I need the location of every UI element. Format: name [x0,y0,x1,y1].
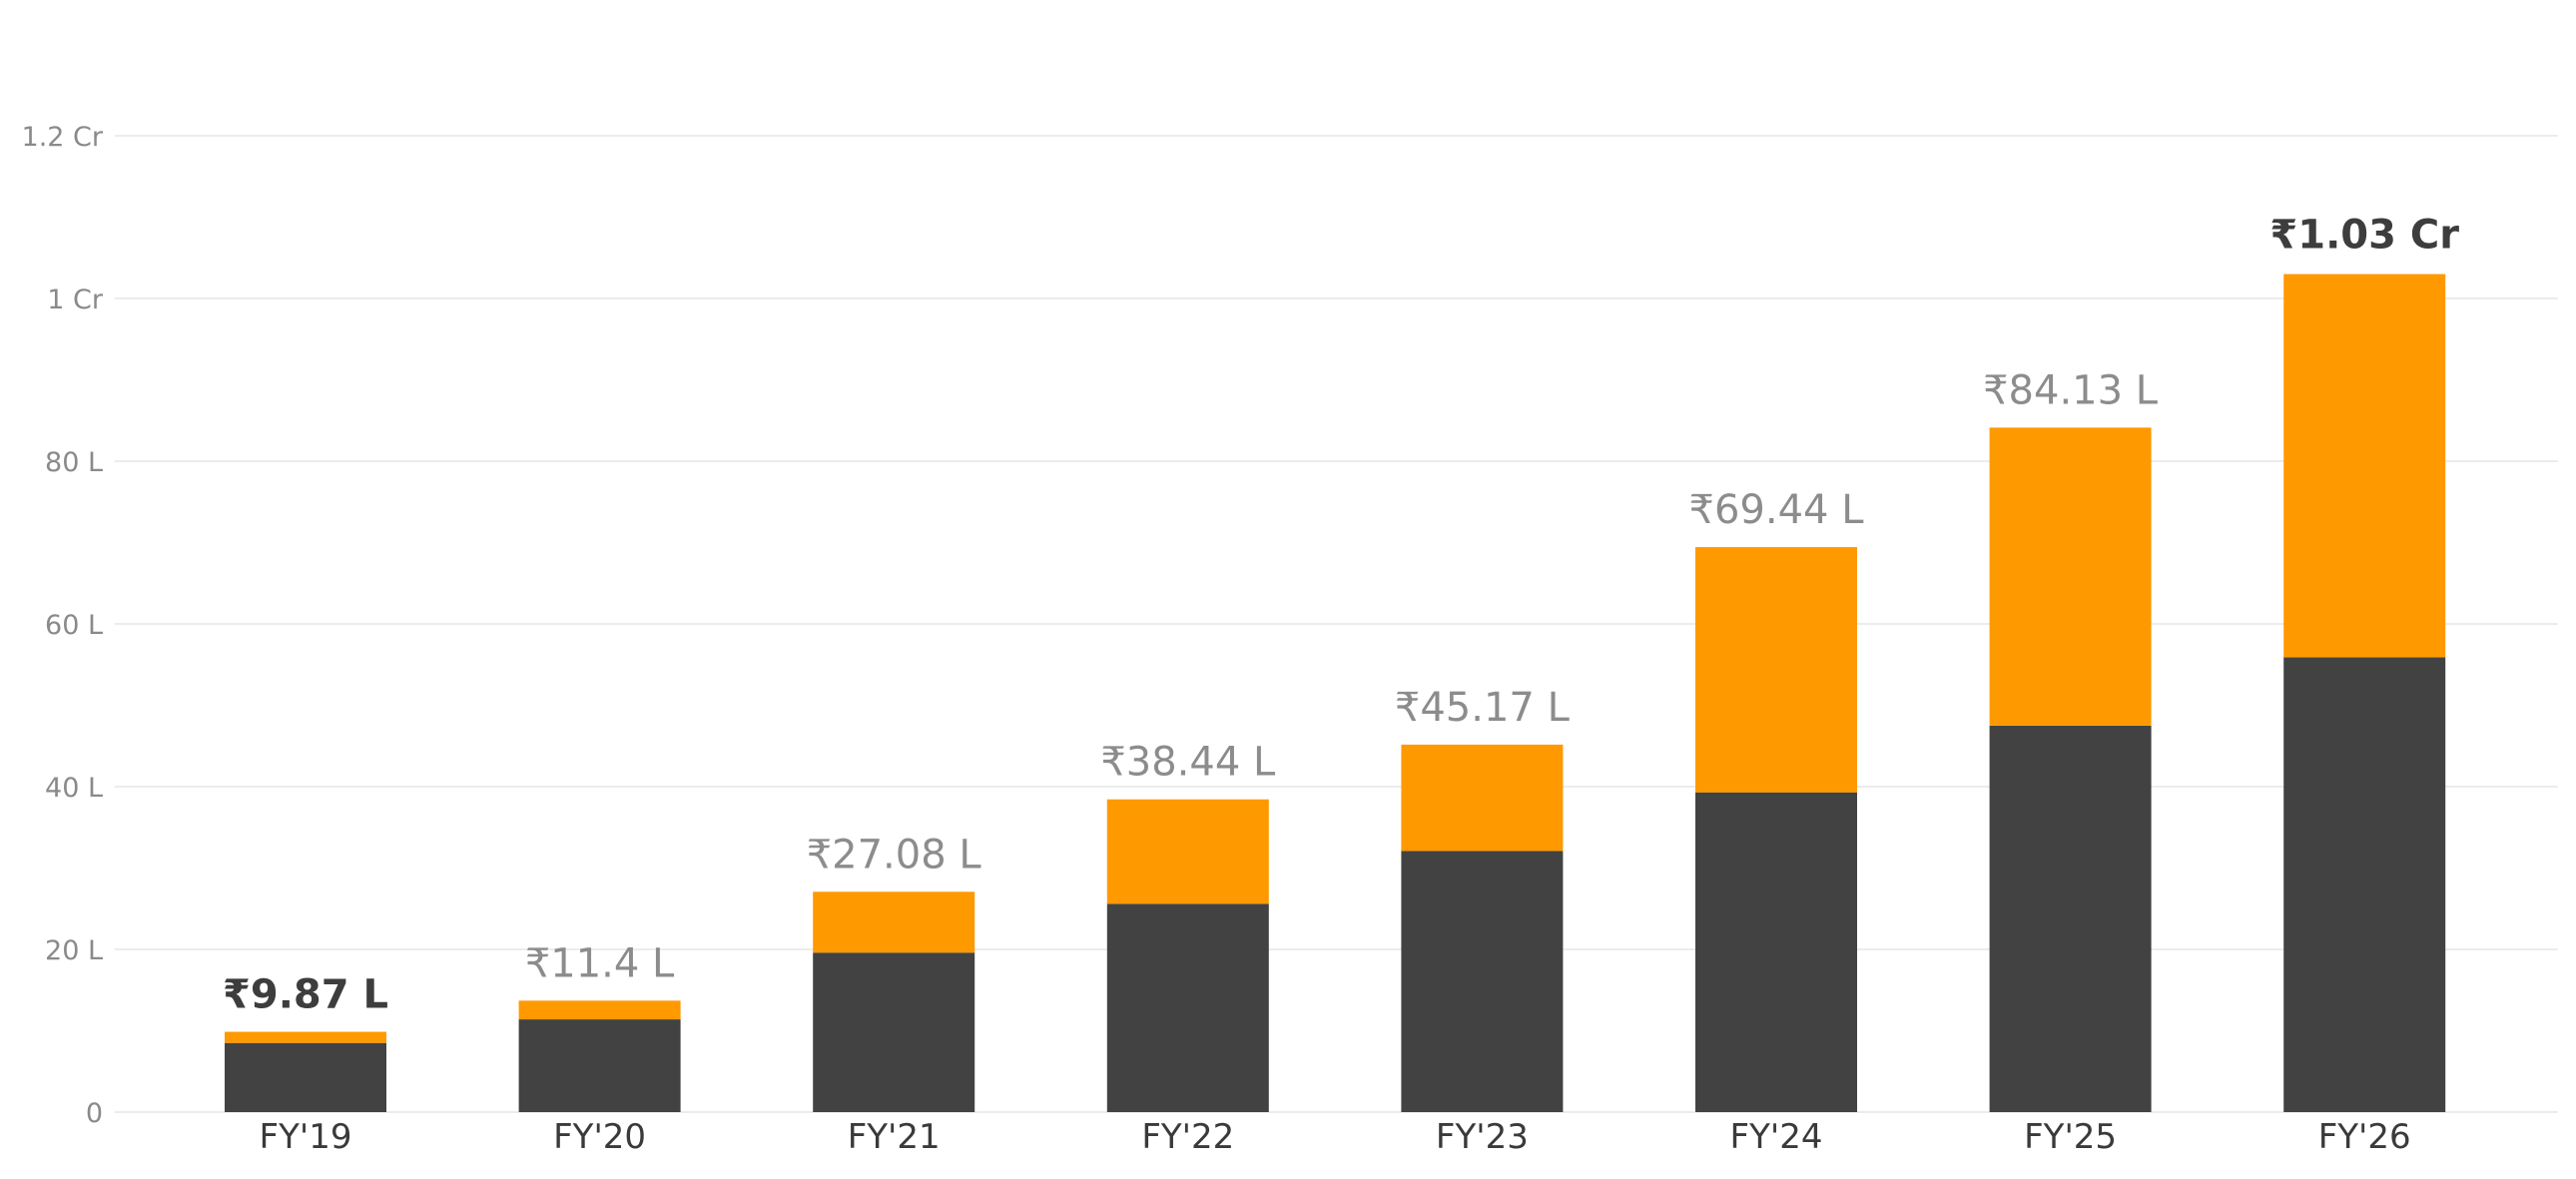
bar-segment-base [225,1042,386,1112]
x-tick-label: FY'22 [1141,1117,1234,1157]
y-tick-label: 60 L [45,610,103,641]
x-tick-label: FY'20 [553,1117,646,1157]
bar-segment-top [518,1000,681,1020]
x-axis-ticks: FY'19 FY'20 FY'21 FY'22 FY'23 FY'24 FY'25 FY'26 [260,1117,2411,1157]
bar-segment-base [518,1019,681,1112]
x-tick-label: FY'19 [260,1117,352,1157]
bar-segment-top [225,1031,386,1043]
bar-segment-base [813,952,975,1112]
x-tick-label: FY'23 [1436,1117,1529,1157]
gridlines [115,135,2558,1113]
x-tick-label: FY'26 [2318,1117,2411,1157]
bar-total-labels: ₹9.87 L ₹11.4 L ₹27.08 L ₹38.44 L ₹45.17 L ₹6… [223,213,2459,1018]
bar-total-label: ₹38.44 L [1100,740,1276,786]
y-tick-label: 1.2 Cr [22,122,104,153]
y-axis-ticks: 0 20 L 40 L 60 L 80 L 1 Cr 1.2 Cr [22,122,104,1129]
bar-segment-base [1989,725,2152,1112]
bar-segment-base [1106,903,1269,1112]
bar-segment-top [1401,744,1564,852]
y-tick-label: 80 L [45,447,103,478]
x-tick-label: FY'21 [848,1117,941,1157]
bar-total-label: ₹1.03 Cr [2269,213,2459,259]
y-tick-label: 1 Cr [47,285,104,315]
y-tick-label: 20 L [45,935,103,966]
bar-segment-top [813,891,975,953]
bar-total-label: ₹45.17 L [1395,685,1571,731]
bar-total-label: ₹9.87 L [223,972,388,1018]
bar-segment-top [1106,799,1269,904]
bar-segment-base [1401,851,1564,1112]
x-tick-label: FY'25 [2024,1117,2117,1157]
bar-total-label: ₹11.4 L [525,940,675,986]
bar-segment-base [1695,792,1857,1112]
bar-total-label: ₹84.13 L [1983,367,2159,413]
x-tick-label: FY'24 [1730,1117,1823,1157]
bar-total-label: ₹69.44 L [1689,487,1865,533]
bars [225,274,2446,1112]
y-tick-label: 40 L [45,773,103,804]
bar-segment-top [1695,547,1857,793]
y-tick-label: 0 [86,1098,103,1129]
bar-segment-top [2283,274,2446,658]
bar-total-label: ₹27.08 L [807,832,982,878]
bar-segment-top [1989,427,2152,726]
bar-segment-base [2283,657,2446,1112]
